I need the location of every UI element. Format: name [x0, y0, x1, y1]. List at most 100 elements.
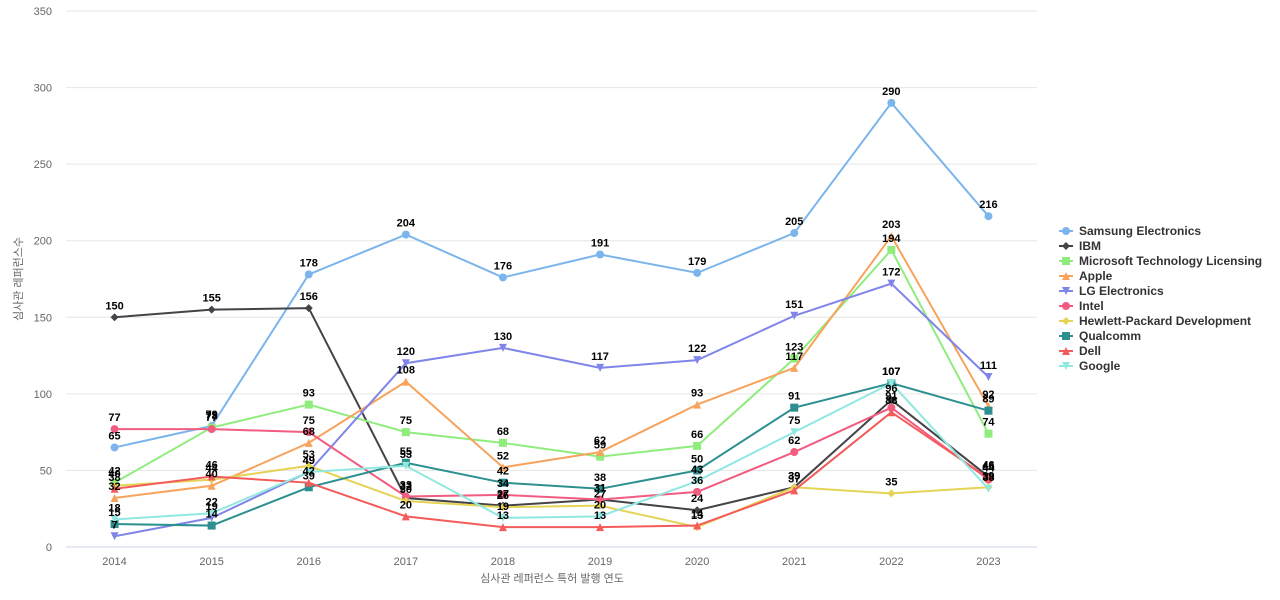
data-label: 39: [788, 470, 800, 482]
point: [498, 478, 507, 487]
point: [207, 513, 216, 522]
data-label: 204: [397, 218, 416, 230]
data-label: 77: [108, 412, 120, 424]
series: [110, 232, 993, 502]
x-tick-label: 2016: [297, 556, 321, 568]
data-label: 46: [206, 460, 218, 472]
data-label: 24: [691, 493, 704, 505]
legend-item: LG Electronics: [1059, 284, 1164, 298]
data-label: 13: [691, 510, 703, 522]
data-label: 75: [303, 415, 315, 427]
point: [401, 230, 410, 239]
data-label: 14: [206, 509, 219, 521]
point: [790, 311, 799, 320]
data-label: 120: [397, 346, 415, 358]
point: [401, 461, 410, 470]
data-label: 38: [108, 472, 120, 484]
data-label: 31: [594, 483, 606, 495]
point: [207, 509, 216, 518]
data-label: 178: [300, 257, 318, 269]
point: [110, 313, 119, 322]
point: [693, 466, 702, 475]
x-axis-label: 심사관 레퍼런스 특허 발행 연도: [480, 572, 624, 585]
series: [110, 245, 993, 487]
data-label: 27: [497, 489, 509, 501]
data-label: 79: [206, 409, 218, 421]
point: [110, 484, 119, 493]
data-label: 34: [497, 478, 510, 490]
point: [401, 428, 410, 437]
data-label: 49: [303, 455, 315, 467]
point: [887, 98, 896, 107]
x-tick-label: 2017: [394, 556, 418, 568]
data-label: 107: [882, 366, 900, 378]
point: [207, 472, 216, 481]
data-label: 78: [206, 411, 218, 423]
x-tick-label: 2015: [199, 556, 223, 568]
point: [693, 487, 702, 496]
point: [984, 429, 993, 438]
point: [304, 304, 313, 313]
point: [596, 495, 605, 504]
legend-item: Intel: [1059, 299, 1104, 313]
y-tick-label: 250: [34, 159, 52, 171]
data-label: 205: [785, 216, 803, 228]
point: [790, 448, 799, 457]
point: [596, 452, 605, 461]
data-label: 26: [497, 490, 509, 502]
point: [596, 523, 605, 532]
point: [693, 400, 702, 409]
data-label: 13: [594, 510, 606, 522]
data-label: 62: [594, 435, 606, 447]
point: [110, 532, 119, 541]
legend-symbol: [1062, 257, 1070, 265]
data-label: 55: [400, 446, 412, 458]
data-label: 93: [303, 388, 315, 400]
data-label: 65: [108, 430, 120, 442]
point: [596, 250, 605, 259]
data-label: 27: [594, 489, 606, 501]
data-label: 36: [691, 475, 703, 487]
data-label: 123: [785, 342, 803, 354]
point: [110, 515, 119, 524]
point: [498, 463, 507, 472]
legend-symbol: [1062, 362, 1070, 370]
data-label: 191: [591, 237, 609, 249]
series-line: [114, 406, 990, 501]
data-label: 43: [691, 464, 703, 476]
legend-symbol: [1062, 287, 1070, 295]
x-tick-label: 2022: [879, 556, 903, 568]
point: [887, 379, 896, 388]
legend-item: Microsoft Technology Licensing: [1059, 254, 1262, 268]
data-label: 14: [691, 509, 704, 521]
data-label: 38: [594, 472, 606, 484]
data-label: 32: [400, 481, 412, 493]
data-label: 216: [979, 199, 997, 211]
point: [498, 273, 507, 282]
data-label: 44: [982, 463, 995, 475]
data-label: 62: [788, 435, 800, 447]
series-line: [114, 307, 990, 512]
y-tick-label: 200: [34, 236, 52, 248]
data-label: 93: [691, 388, 703, 400]
point: [401, 512, 410, 521]
data-label: 172: [882, 267, 900, 279]
legend-symbol: [1062, 227, 1070, 235]
y-tick-label: 0: [46, 542, 52, 554]
data-label: 20: [594, 499, 606, 511]
data-label: 19: [497, 501, 509, 513]
legend-symbol: [1062, 317, 1070, 325]
data-label: 33: [400, 479, 412, 491]
data-label: 52: [497, 450, 509, 462]
legend-item: Google: [1059, 359, 1121, 373]
point: [401, 377, 410, 386]
point: [790, 428, 799, 437]
data-label: 117: [591, 351, 609, 363]
data-label: 107: [882, 366, 900, 378]
point: [790, 486, 799, 495]
data-label: 179: [688, 256, 706, 268]
data-label: 96: [885, 383, 897, 395]
data-label: 46: [982, 460, 994, 472]
point: [207, 425, 216, 434]
point: [887, 408, 896, 417]
